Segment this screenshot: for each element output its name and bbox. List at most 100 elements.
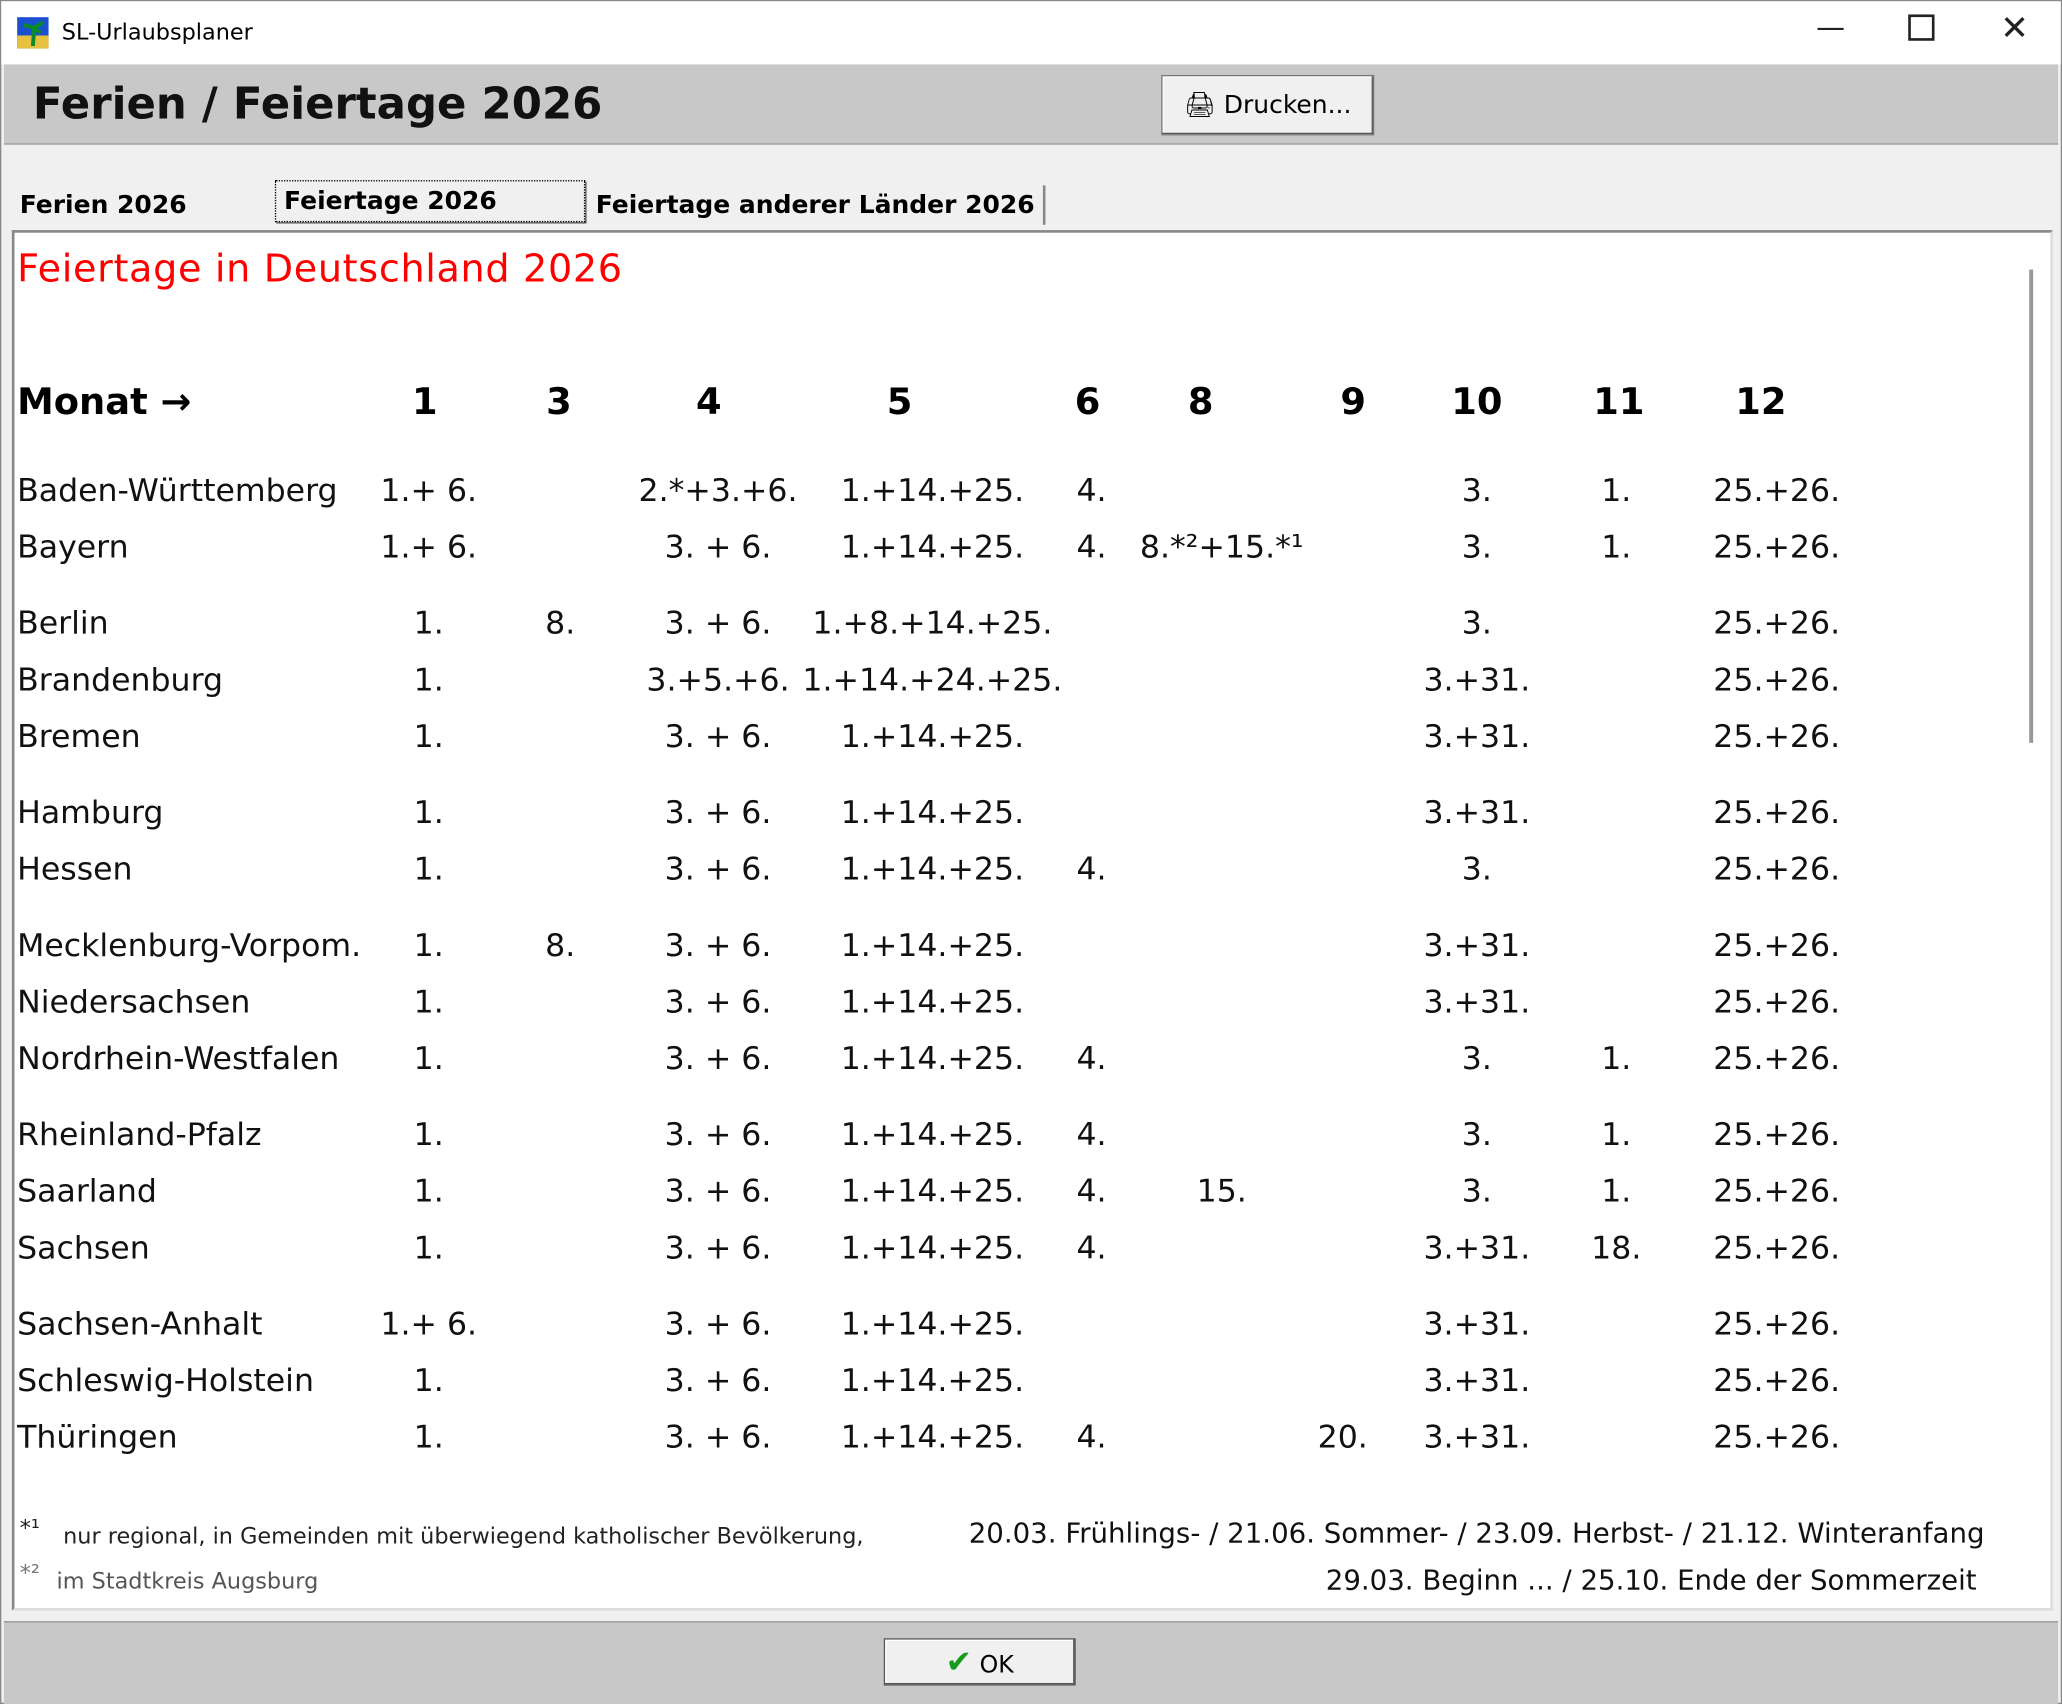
column-header: Monat → [17, 379, 192, 424]
state-name: Mecklenburg-Vorpom. [17, 926, 362, 964]
holiday-dates: 8. [545, 926, 576, 964]
column-header: 5 [886, 379, 913, 424]
holiday-dates: 3. [1461, 850, 1492, 888]
holiday-dates: 1.+ 6. [380, 1305, 478, 1343]
ok-label: OK [979, 1651, 1014, 1679]
holiday-dates: 3. + 6. [664, 717, 772, 755]
holiday-dates: 1.+ 6. [380, 472, 478, 509]
holiday-dates: 1.+14.+25. [840, 926, 1025, 964]
holiday-dates: 4. [1076, 528, 1107, 566]
holiday-dates: 1. [1601, 1172, 1632, 1210]
holiday-dates: 1. [1601, 1040, 1632, 1077]
holiday-dates: 25.+26. [1713, 1229, 1841, 1267]
holiday-dates: 1. [1601, 528, 1632, 566]
holiday-dates: 4. [1076, 1229, 1107, 1267]
column-header: 10 [1451, 379, 1503, 424]
tab[interactable]: Feiertage anderer Länder 2026 [588, 185, 1046, 225]
holiday-dates: 1. [1601, 472, 1632, 509]
state-name: Sachsen-Anhalt [17, 1305, 263, 1343]
holiday-dates: 1. [413, 1229, 444, 1267]
holiday-dates: 1.+14.+25. [840, 1362, 1025, 1399]
holiday-dates: 1. [413, 1040, 444, 1077]
holiday-dates: 3. + 6. [664, 604, 772, 642]
holiday-dates: 3. [1461, 1116, 1492, 1154]
scrollbar[interactable] [2029, 269, 2034, 743]
holiday-dates: 1. [413, 1362, 444, 1399]
holiday-dates: 1. [413, 1172, 444, 1210]
holiday-dates: 3. [1461, 1040, 1492, 1077]
tab-active[interactable]: Feiertage 2026 [274, 180, 586, 223]
maximize-button[interactable] [1908, 14, 1935, 41]
holiday-dates: 25.+26. [1713, 1362, 1841, 1399]
holiday-dates: 18. [1591, 1229, 1642, 1267]
holiday-dates: 1.+14.+25. [840, 1172, 1025, 1210]
holiday-dates: 1.+14.+25. [840, 1305, 1025, 1343]
holiday-dates: 3. + 6. [664, 1172, 772, 1210]
state-name: Nordrhein-Westfalen [17, 1040, 340, 1077]
minimize-button[interactable]: — [1816, 11, 1846, 45]
holiday-dates: 1.+14.+25. [840, 1229, 1025, 1267]
season-dates: 29.03. Beginn ... / 25.10. Ende der Somm… [1325, 1564, 1977, 1597]
ok-button[interactable]: ✔ OK [883, 1638, 1076, 1686]
state-name: Bremen [17, 717, 141, 755]
holiday-dates: 25.+26. [1713, 1418, 1841, 1456]
holiday-dates: 25.+26. [1713, 794, 1841, 831]
holiday-dates: 3. + 6. [664, 794, 772, 831]
state-name: Rheinland-Pfalz [17, 1116, 262, 1154]
holiday-dates: 3. + 6. [664, 926, 772, 964]
state-name: Brandenburg [17, 661, 224, 699]
holiday-dates: 3. [1461, 1172, 1492, 1210]
holiday-dates: 3. + 6. [664, 1362, 772, 1399]
holiday-dates: 3. [1461, 528, 1492, 566]
holiday-dates: 25.+26. [1713, 1172, 1841, 1210]
holiday-dates: 1. [413, 850, 444, 888]
holiday-dates: 8. [545, 604, 576, 642]
holiday-dates: 15. [1196, 1172, 1247, 1210]
holiday-dates: 1.+14.+25. [840, 717, 1025, 755]
holiday-dates: 3.+31. [1423, 926, 1531, 964]
state-name: Schleswig-Holstein [17, 1362, 314, 1399]
holiday-dates: 3. + 6. [664, 1418, 772, 1456]
state-name: Sachsen [17, 1229, 150, 1267]
holiday-dates: 25.+26. [1713, 528, 1841, 566]
holiday-dates: 4. [1076, 1116, 1107, 1154]
footnote-marker: *¹ [19, 1515, 40, 1543]
holiday-dates: 20. [1317, 1418, 1368, 1456]
window-title: SL-Urlaubsplaner [61, 19, 253, 47]
holiday-dates: 25.+26. [1713, 926, 1841, 964]
holiday-dates: 3. [1461, 604, 1492, 642]
holiday-dates: 3. + 6. [664, 1116, 772, 1154]
holiday-dates: 1. [1601, 1116, 1632, 1154]
holiday-dates: 25.+26. [1713, 472, 1841, 509]
holiday-dates: 3. + 6. [664, 1229, 772, 1267]
holiday-dates: 1.+14.+25. [840, 794, 1025, 831]
state-name: Thüringen [17, 1418, 178, 1456]
holiday-dates: 1.+14.+25. [840, 983, 1025, 1021]
holiday-dates: 4. [1076, 472, 1107, 509]
holiday-dates: 1. [413, 794, 444, 831]
holiday-dates: 3.+31. [1423, 1229, 1531, 1267]
column-header: 6 [1074, 379, 1101, 424]
holiday-dates: 8.*²+15.*¹ [1139, 528, 1304, 566]
print-label: Drucken... [1223, 90, 1352, 120]
holiday-dates: 4. [1076, 850, 1107, 888]
holiday-dates: 1.+14.+25. [840, 528, 1025, 566]
print-button[interactable]: 🖨 Drucken... [1161, 74, 1375, 136]
holiday-dates: 3. + 6. [664, 1305, 772, 1343]
season-dates: 20.03. Frühlings- / 21.06. Sommer- / 23.… [968, 1517, 1985, 1549]
state-name: Niedersachsen [17, 983, 251, 1021]
holiday-dates: 1.+8.+14.+25. [812, 604, 1053, 642]
state-name: Hamburg [17, 794, 164, 831]
holiday-dates: 1. [413, 604, 444, 642]
close-button[interactable]: ✕ [2000, 9, 2029, 49]
holiday-dates: 4. [1076, 1040, 1107, 1077]
holiday-dates: 25.+26. [1713, 661, 1841, 699]
holiday-dates: 1.+14.+25. [840, 850, 1025, 888]
holiday-dates: 3.+31. [1423, 983, 1531, 1021]
holiday-dates: 1. [413, 983, 444, 1021]
column-header: 12 [1735, 379, 1787, 424]
tab[interactable]: Ferien 2026 [19, 190, 187, 220]
holiday-dates: 3.+31. [1423, 717, 1531, 755]
footnote-text: nur regional, in Gemeinden mit überwiege… [63, 1523, 864, 1551]
